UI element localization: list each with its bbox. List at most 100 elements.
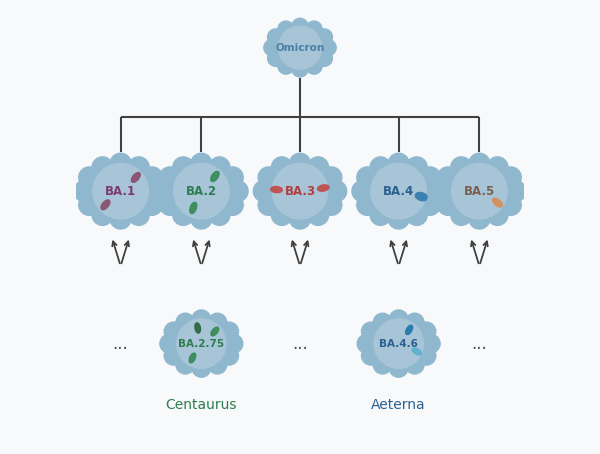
Text: BA.2.75: BA.2.75 <box>178 339 224 349</box>
Circle shape <box>433 181 454 202</box>
Circle shape <box>370 204 391 225</box>
Circle shape <box>227 181 248 202</box>
Circle shape <box>289 153 311 174</box>
Text: Omicron: Omicron <box>275 43 325 53</box>
Text: BA.3: BA.3 <box>284 185 316 197</box>
Circle shape <box>321 167 342 188</box>
Text: BA.1: BA.1 <box>105 185 136 197</box>
Ellipse shape <box>195 323 200 333</box>
Ellipse shape <box>493 198 502 207</box>
Circle shape <box>373 355 392 374</box>
Circle shape <box>176 319 226 368</box>
Circle shape <box>389 359 408 377</box>
Text: BA.2: BA.2 <box>186 185 217 197</box>
Circle shape <box>421 334 440 353</box>
Circle shape <box>321 194 342 215</box>
Ellipse shape <box>101 200 110 210</box>
Circle shape <box>192 359 211 377</box>
Circle shape <box>208 313 227 332</box>
Circle shape <box>371 163 427 219</box>
Circle shape <box>208 355 227 374</box>
Circle shape <box>406 157 427 178</box>
Text: ...: ... <box>292 335 308 353</box>
Circle shape <box>191 208 212 229</box>
Ellipse shape <box>211 171 219 182</box>
Circle shape <box>278 58 294 74</box>
Ellipse shape <box>317 185 329 191</box>
Circle shape <box>406 313 424 332</box>
Circle shape <box>406 204 427 225</box>
Ellipse shape <box>131 173 140 183</box>
Circle shape <box>222 167 243 188</box>
Circle shape <box>362 346 380 365</box>
Ellipse shape <box>211 327 219 336</box>
Circle shape <box>192 310 211 329</box>
Circle shape <box>292 18 308 35</box>
Circle shape <box>176 355 194 374</box>
Circle shape <box>352 181 373 202</box>
Circle shape <box>278 21 294 37</box>
Circle shape <box>142 167 163 188</box>
Circle shape <box>278 26 322 69</box>
Circle shape <box>417 346 436 365</box>
Circle shape <box>357 194 378 215</box>
Text: BA.4: BA.4 <box>383 185 414 197</box>
Circle shape <box>209 157 230 178</box>
Ellipse shape <box>416 192 427 199</box>
Circle shape <box>79 167 100 188</box>
Circle shape <box>306 21 322 37</box>
Circle shape <box>357 167 378 188</box>
Circle shape <box>308 204 329 225</box>
Circle shape <box>220 322 238 341</box>
Ellipse shape <box>190 202 197 213</box>
Circle shape <box>308 157 329 178</box>
Circle shape <box>320 39 336 56</box>
Circle shape <box>209 204 230 225</box>
Circle shape <box>146 181 167 202</box>
Circle shape <box>155 181 176 202</box>
Circle shape <box>505 181 526 202</box>
Ellipse shape <box>415 194 427 201</box>
Circle shape <box>419 194 440 215</box>
Circle shape <box>160 167 181 188</box>
Circle shape <box>264 39 280 56</box>
Circle shape <box>176 313 194 332</box>
Text: Centaurus: Centaurus <box>166 398 237 412</box>
Circle shape <box>268 50 284 66</box>
Circle shape <box>224 334 243 353</box>
Circle shape <box>160 194 181 215</box>
Circle shape <box>437 194 458 215</box>
Circle shape <box>173 204 194 225</box>
Circle shape <box>110 208 131 229</box>
Circle shape <box>173 163 229 219</box>
Circle shape <box>357 334 376 353</box>
Circle shape <box>160 334 179 353</box>
Circle shape <box>451 204 472 225</box>
Circle shape <box>271 204 292 225</box>
Circle shape <box>326 181 347 202</box>
Circle shape <box>370 157 391 178</box>
Circle shape <box>388 153 409 174</box>
Circle shape <box>220 346 238 365</box>
Circle shape <box>92 204 113 225</box>
Circle shape <box>79 194 100 215</box>
Circle shape <box>292 61 308 77</box>
Text: ...: ... <box>472 335 487 353</box>
Circle shape <box>222 194 243 215</box>
Circle shape <box>374 319 424 368</box>
Circle shape <box>258 167 279 188</box>
Circle shape <box>110 153 131 174</box>
Circle shape <box>93 163 148 219</box>
Circle shape <box>500 167 521 188</box>
Circle shape <box>253 181 274 202</box>
Circle shape <box>469 153 490 174</box>
Circle shape <box>289 208 311 229</box>
Circle shape <box>316 29 332 45</box>
Ellipse shape <box>271 187 282 192</box>
Circle shape <box>417 322 436 341</box>
Circle shape <box>487 204 508 225</box>
Circle shape <box>74 181 95 202</box>
Circle shape <box>362 322 380 341</box>
Text: BA.5: BA.5 <box>464 185 495 197</box>
Circle shape <box>142 194 163 215</box>
